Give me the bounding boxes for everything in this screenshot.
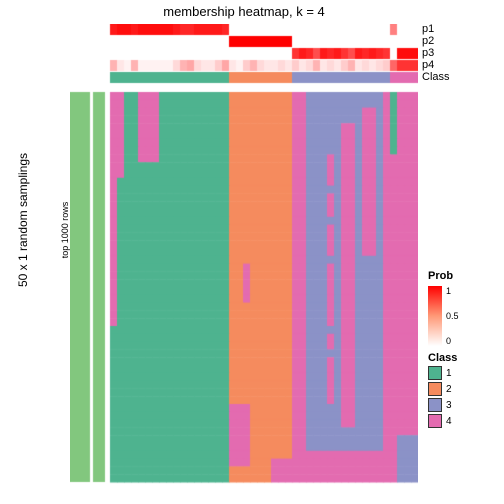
prob-legend-title: Prob bbox=[428, 270, 498, 282]
y-axis-sub-label: top 1000 rows bbox=[60, 130, 70, 330]
class-legend-title: Class bbox=[428, 352, 498, 364]
row-label-p3: p3 bbox=[422, 47, 434, 59]
row-label-p1: p1 bbox=[422, 23, 434, 35]
class-legend-item: 1 bbox=[428, 366, 498, 380]
class-legend-item: 4 bbox=[428, 414, 498, 428]
class-legend-item: 2 bbox=[428, 382, 498, 396]
prob-tick-0: 0 bbox=[446, 336, 459, 346]
row-label-p2: p2 bbox=[422, 35, 434, 47]
prob-tick-1: 1 bbox=[446, 286, 459, 296]
prob-tick-05: 0.5 bbox=[446, 311, 459, 321]
row-label-p4: p4 bbox=[422, 59, 434, 71]
prob-gradient bbox=[428, 286, 442, 346]
y-axis-main-label: 50 x 1 random samplings bbox=[16, 70, 30, 370]
class-legend: Class 1 2 3 4 bbox=[428, 352, 498, 428]
class-legend-item: 3 bbox=[428, 398, 498, 412]
prob-legend: Prob 1 0.5 0 bbox=[428, 270, 498, 346]
row-label-class: Class bbox=[422, 71, 450, 83]
heatmap-canvas bbox=[70, 24, 418, 484]
chart-title: membership heatmap, k = 4 bbox=[70, 4, 418, 19]
